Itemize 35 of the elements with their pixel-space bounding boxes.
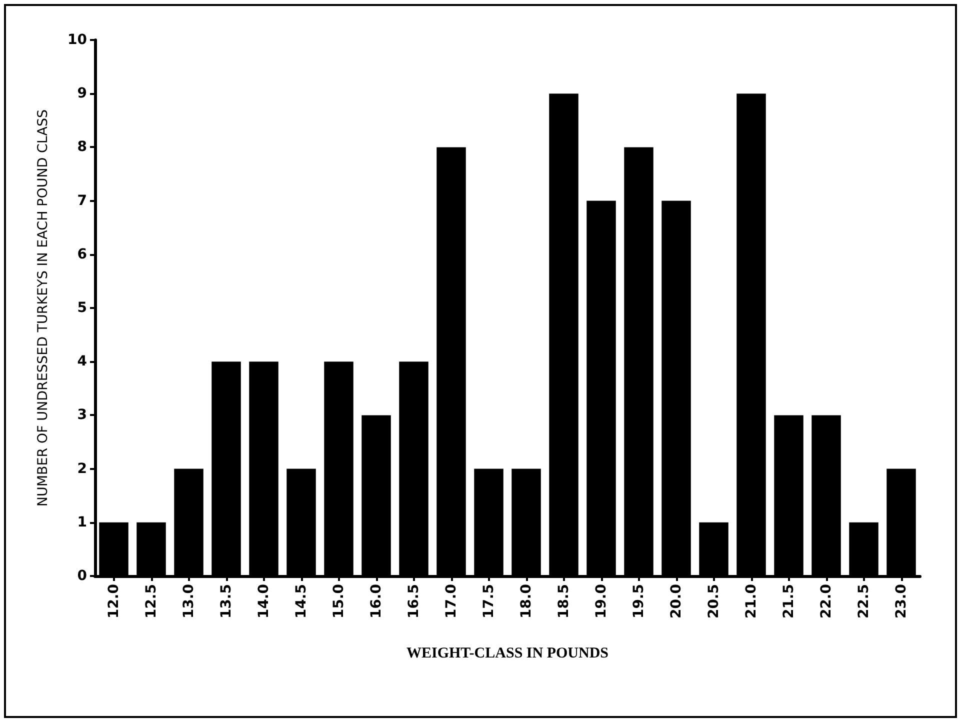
x-tick-label: 17.5 bbox=[480, 584, 497, 619]
x-tick-label: 21.5 bbox=[780, 584, 797, 619]
x-tick-label: 22.0 bbox=[818, 584, 834, 619]
x-tick-label: 14.0 bbox=[256, 584, 272, 619]
x-tick-label: 20.0 bbox=[668, 584, 684, 619]
y-tick-label: 6 bbox=[77, 246, 87, 262]
y-tick-label: 9 bbox=[77, 86, 87, 102]
x-tick-label: 18.5 bbox=[556, 584, 572, 619]
x-axis-title: WEIGHT-CLASS IN POUNDS bbox=[406, 646, 608, 662]
x-tick-label: 14.5 bbox=[293, 584, 310, 619]
x-tick-label: 21.0 bbox=[743, 584, 760, 619]
x-tick-label: 23.0 bbox=[893, 584, 910, 619]
y-axis-title: NUMBER OF UNDRESSED TURKEYS IN EACH POUND CLASS bbox=[35, 109, 51, 507]
x-tick-label: 17.0 bbox=[443, 584, 460, 619]
x-tick-label: 12.0 bbox=[106, 584, 122, 619]
y-tick-label: 5 bbox=[77, 300, 87, 316]
x-tick-label: 15.0 bbox=[330, 584, 347, 619]
x-tick-label: 16.5 bbox=[406, 584, 422, 619]
y-tick-label: 8 bbox=[77, 139, 87, 156]
x-tick-label: 12.5 bbox=[143, 584, 160, 619]
x-tick-label: 19.5 bbox=[630, 584, 647, 619]
x-tick-label: 18.0 bbox=[518, 584, 534, 619]
y-tick-label: 0 bbox=[77, 568, 88, 584]
y-tick-label: 7 bbox=[77, 192, 87, 209]
y-tick-label: 1 bbox=[77, 514, 87, 530]
x-tick-label: 22.5 bbox=[856, 584, 872, 619]
x-tick-label: 13.0 bbox=[180, 584, 197, 619]
x-tick-label: 13.5 bbox=[218, 584, 234, 619]
x-tick-label: 19.0 bbox=[593, 584, 610, 619]
y-tick-label: 3 bbox=[77, 407, 87, 424]
y-tick-label: 2 bbox=[77, 460, 87, 477]
y-tick-label: 4 bbox=[77, 354, 88, 370]
x-tick-label: 16.0 bbox=[368, 584, 384, 619]
y-tick-label: 10 bbox=[68, 32, 88, 48]
x-tick-label: 20.5 bbox=[706, 584, 722, 619]
